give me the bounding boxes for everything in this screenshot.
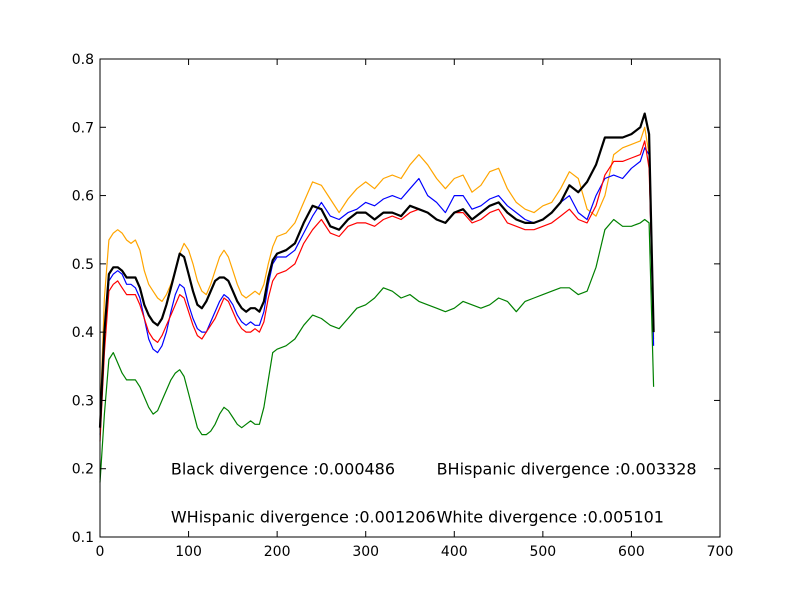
x-tick-label: 600: [618, 544, 645, 560]
divergence-annotation: WHispanic divergence :0.001206: [171, 508, 436, 527]
x-tick-label: 700: [707, 544, 734, 560]
plot-area: [100, 59, 720, 537]
y-tick-label: 0.5: [72, 257, 94, 273]
y-tick-label: 0.8: [72, 52, 94, 68]
x-tick-label: 300: [352, 544, 379, 560]
series-layer: [98, 112, 655, 483]
y-tick-label: 0.3: [72, 393, 94, 409]
plot-frame: [99, 58, 721, 538]
series-line-4: [98, 112, 655, 428]
series-line-1: [99, 126, 655, 421]
annotation-layer: Black divergence :0.000486 BHispanic dive…: [171, 460, 697, 527]
divergence-annotation: BHispanic divergence :0.003328: [437, 460, 697, 479]
x-tick-label: 400: [441, 544, 468, 560]
y-tick-label: 0.6: [72, 189, 94, 205]
x-tick-label: 100: [175, 544, 202, 560]
y-tick-label: 0.7: [72, 120, 94, 136]
divergence-annotation: Black divergence :0.000486: [171, 460, 395, 479]
series-line-5: [99, 218, 655, 483]
y-tick-label: 0.1: [72, 530, 94, 546]
divergence-annotation: White divergence :0.005101: [437, 508, 664, 527]
y-tick-label: 0.4: [72, 325, 94, 341]
x-tick-label: 200: [264, 544, 291, 560]
series-line-3: [99, 140, 655, 442]
x-tick-label: 500: [529, 544, 556, 560]
x-tick-label: 0: [96, 544, 105, 560]
y-tick-label: 0.2: [72, 462, 94, 478]
tick-layer: 0 100 200 300 400 500 600 700 0.1 0.2 0.3 0.4 0.5 0.6…: [72, 52, 734, 560]
